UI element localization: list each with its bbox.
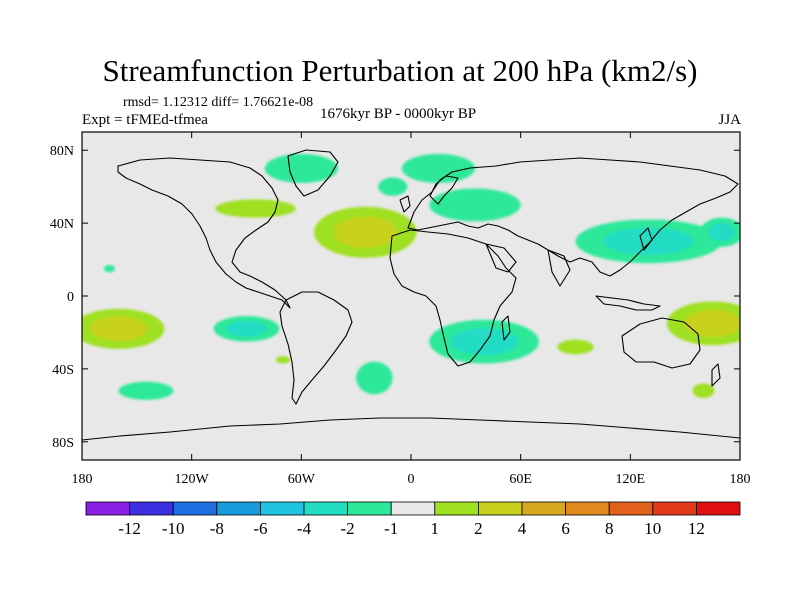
season-label: JJA [718, 112, 741, 128]
chart-title: Streamfunction Perturbation at 200 hPa (… [102, 53, 698, 88]
colorbar-box [85, 501, 130, 516]
colorbar-box [172, 501, 218, 516]
x-tick-label: 60W [288, 472, 316, 487]
time-period-label: 1676kyr BP - 0000kyr BP [320, 106, 477, 122]
colorbar-box [608, 501, 654, 516]
colorbar-box [477, 501, 523, 516]
anomaly-layer [82, 153, 740, 400]
anomaly-patch [215, 199, 296, 218]
coastline-scandinavia [429, 175, 459, 205]
coastline-madagascar [501, 315, 511, 341]
coastline-arabia [485, 243, 517, 273]
coastline-new-zealand [711, 363, 721, 387]
colorbar-box [390, 501, 436, 516]
colorbar-label: -8 [210, 519, 224, 538]
colorbar-box [696, 501, 741, 516]
anomaly-patch [692, 383, 715, 399]
anomaly-core [603, 227, 694, 255]
coastline-south-america [279, 291, 353, 405]
colorbar-box [652, 501, 697, 516]
colorbar-label: -1 [384, 519, 398, 538]
x-tick-label: 0 [408, 472, 415, 487]
anomaly-core [333, 216, 398, 249]
coastline-africa [389, 229, 517, 367]
anomaly-patch [429, 188, 521, 222]
anomaly-patch [557, 339, 594, 355]
anomaly-core [226, 320, 267, 337]
colorbar-label: 12 [688, 519, 705, 538]
anomaly-patch [401, 153, 475, 184]
y-tick-label: 40N [50, 217, 74, 232]
y-tick-label: 80S [52, 436, 74, 451]
colorbar-label: -10 [162, 519, 185, 538]
x-tick-label: 120W [175, 472, 210, 487]
colorbar-box [565, 501, 610, 516]
colorbar-box [434, 501, 479, 516]
anomaly-core [684, 309, 740, 337]
anomaly-core [450, 327, 519, 356]
colorbar-label: -6 [253, 519, 267, 538]
coastline-antarctica [82, 417, 740, 441]
anomaly-core [708, 223, 736, 242]
colorbar-label: -12 [118, 519, 141, 538]
coastline-british-isles [399, 195, 411, 213]
anomaly-patch [264, 153, 338, 184]
coastline-australia [621, 317, 701, 369]
anomaly-patch [378, 177, 408, 196]
colorbar: -12 -10 -8 -6 -4 -2 -1 1 2 4 6 8 10 12 [85, 501, 741, 538]
x-tick-label: 180 [72, 472, 93, 487]
coastline-japan [639, 227, 653, 251]
colorbar-label: -4 [297, 519, 312, 538]
x-tick-label: 60E [509, 472, 532, 487]
stats-line: rmsd= 1.12312 diff= 1.76621e-08 [123, 95, 314, 110]
y-tick-label: 0 [67, 290, 74, 305]
colorbar-label: 4 [518, 519, 527, 538]
map-background [82, 132, 740, 460]
colorbar-label: 2 [474, 519, 483, 538]
anomaly-core [90, 316, 147, 342]
colorbar-box [303, 501, 348, 516]
experiment-label: Expt = tFMEd-tfmea [82, 112, 208, 128]
anomaly-patch [356, 361, 393, 395]
colorbar-box [347, 501, 392, 516]
x-tick-label: 180 [730, 472, 751, 487]
x-tick-label: 120E [616, 472, 646, 487]
y-tick-label: 40S [52, 363, 74, 378]
coastline-greenland [287, 149, 339, 197]
anomaly-patch [118, 381, 174, 400]
colorbar-label: 8 [605, 519, 614, 538]
coastline-indonesia [595, 295, 661, 311]
anomaly-patch [103, 265, 115, 273]
coastline-eurasia [407, 157, 739, 277]
map-axes: 180 120W 60W 0 60E 120E 180 80N 40N 0 40S 80S [50, 132, 751, 487]
colorbar-box [521, 501, 566, 516]
colorbar-label: -2 [341, 519, 355, 538]
colorbar-box [216, 501, 261, 516]
colorbar-label: 6 [561, 519, 570, 538]
colorbar-label: 1 [431, 519, 440, 538]
coastlines [82, 149, 740, 441]
colorbar-box [259, 501, 305, 516]
y-tick-label: 80N [50, 144, 74, 159]
colorbar-label: 10 [644, 519, 661, 538]
colorbar-box [129, 501, 174, 516]
coastline-india [547, 249, 571, 287]
anomaly-patch [275, 356, 291, 364]
